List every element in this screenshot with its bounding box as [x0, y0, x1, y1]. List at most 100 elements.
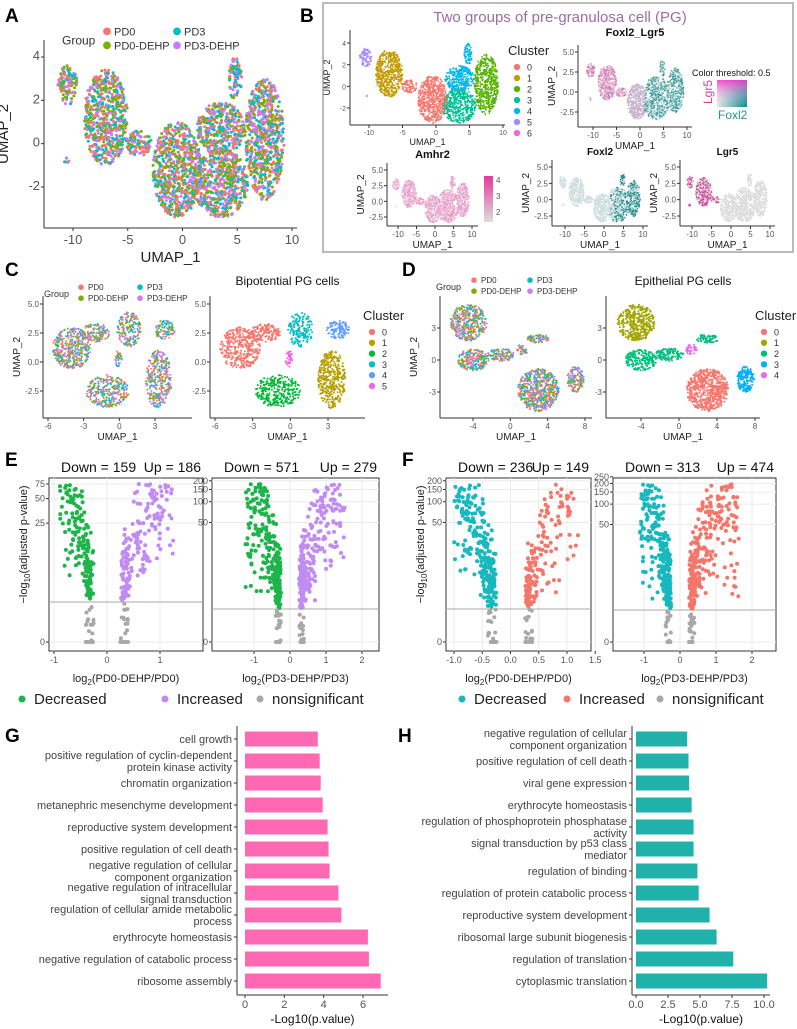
cell-point	[196, 152, 199, 155]
cell-point	[482, 101, 484, 103]
cell-point	[223, 158, 226, 161]
cell-point	[61, 67, 64, 70]
cell-point	[101, 101, 104, 104]
cell-point	[208, 190, 211, 193]
cell-point	[281, 110, 284, 113]
cell-point	[272, 84, 275, 87]
cell-point	[276, 169, 279, 172]
cell-point	[201, 140, 204, 143]
cell-point	[275, 140, 278, 143]
cell-point	[195, 182, 198, 185]
cell-point	[251, 184, 254, 187]
cell-point	[180, 195, 183, 198]
cell-point	[197, 119, 200, 122]
cell-point	[190, 134, 193, 137]
cell-point	[239, 125, 242, 128]
cell-point	[100, 133, 103, 136]
cell-point	[423, 98, 425, 100]
cell-point	[452, 103, 454, 105]
cell-point	[73, 74, 76, 77]
cell-point	[89, 86, 92, 89]
cell-point	[458, 102, 460, 104]
cell-point	[269, 151, 272, 154]
cell-point	[471, 59, 473, 61]
cell-point	[260, 80, 263, 83]
cell-point	[232, 169, 235, 172]
cell-point	[117, 153, 120, 156]
cell-point	[135, 130, 138, 133]
cell-point	[467, 119, 469, 121]
cell-point	[214, 180, 217, 183]
cell-point	[270, 121, 273, 124]
cell-point	[450, 73, 452, 75]
cell-point	[364, 65, 366, 67]
cell-point	[168, 132, 171, 135]
cell-point	[182, 135, 185, 138]
cell-point	[394, 79, 396, 81]
cell-point	[378, 73, 380, 75]
cell-point	[454, 81, 456, 83]
cell-point	[102, 110, 105, 113]
cell-point	[121, 124, 124, 127]
cell-point	[92, 144, 95, 147]
cell-point	[229, 87, 232, 90]
cell-point	[228, 158, 231, 161]
cell-point	[116, 78, 119, 81]
cell-point	[400, 82, 402, 84]
cell-point	[219, 165, 222, 168]
cell-point	[114, 146, 117, 149]
cell-point	[107, 112, 110, 115]
cell-point	[180, 123, 183, 126]
cell-point	[391, 76, 393, 78]
cell-point	[137, 139, 140, 142]
cell-point	[161, 176, 164, 179]
cell-point	[97, 115, 100, 118]
cell-point	[382, 91, 384, 93]
cell-point	[163, 149, 166, 152]
cell-point	[225, 112, 228, 115]
cell-point	[196, 174, 199, 177]
cell-point	[473, 74, 475, 76]
cell-point	[209, 132, 212, 135]
cell-point	[273, 130, 276, 133]
cell-point	[187, 135, 190, 138]
cell-point	[195, 198, 198, 201]
cell-point	[112, 107, 115, 110]
cell-point	[98, 136, 101, 139]
cell-point	[185, 209, 188, 212]
cell-point	[429, 109, 431, 111]
cell-point	[183, 146, 186, 149]
cell-point	[224, 154, 227, 157]
cell-point	[221, 110, 224, 113]
cell-point	[120, 101, 123, 104]
cell-point	[193, 185, 196, 188]
cell-point	[491, 68, 493, 70]
cell-point	[250, 93, 253, 96]
cell-point	[173, 167, 176, 170]
cell-point	[172, 184, 175, 187]
cell-point	[165, 199, 168, 202]
cell-point	[484, 66, 486, 68]
cell-point	[62, 93, 65, 96]
cell-point	[108, 125, 111, 128]
cell-point	[276, 125, 279, 128]
cell-point	[434, 111, 436, 113]
cell-point	[197, 171, 200, 174]
cell-point	[270, 126, 273, 129]
cell-point	[219, 198, 222, 201]
cell-point	[209, 213, 212, 216]
cell-point	[116, 150, 119, 153]
cell-point	[184, 155, 187, 158]
cell-point	[219, 203, 222, 206]
cell-point	[409, 80, 411, 82]
cell-point	[177, 182, 180, 185]
cell-point	[439, 84, 441, 86]
cell-point	[461, 78, 463, 80]
cell-point	[189, 144, 192, 147]
cell-point	[370, 60, 372, 62]
cell-point	[212, 128, 215, 131]
cell-point	[158, 162, 161, 165]
cell-point	[230, 201, 233, 204]
cell-point	[233, 65, 236, 68]
cell-point	[189, 170, 192, 173]
